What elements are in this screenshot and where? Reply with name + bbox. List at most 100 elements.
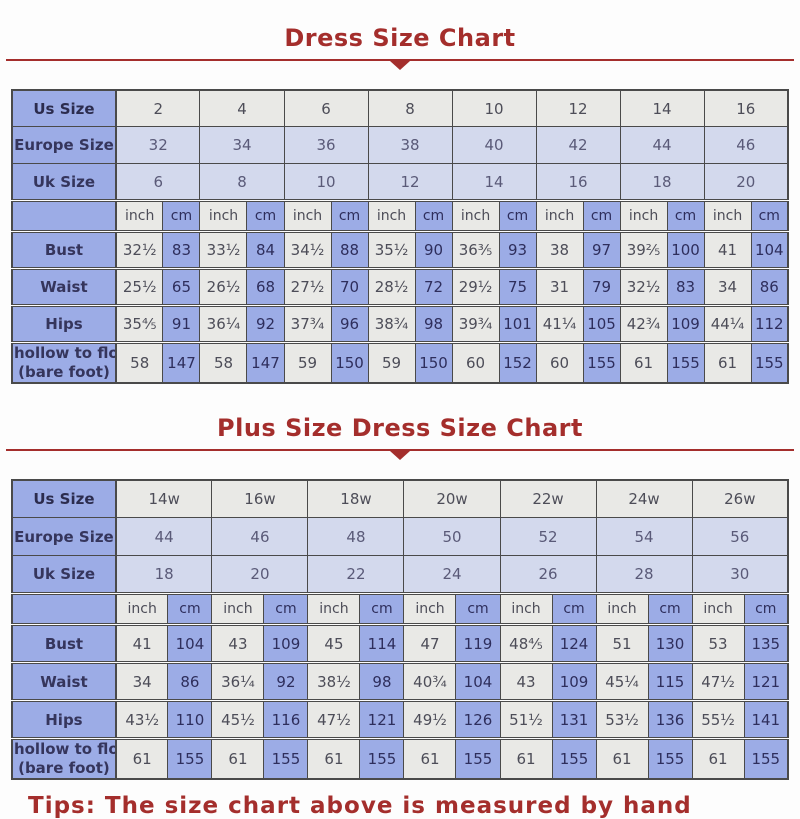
uk-size-cell: 12 <box>367 163 453 202</box>
waist-inch-cell: 43 <box>499 661 553 702</box>
bust-cm-cell: 104 <box>167 623 213 664</box>
uk-size-row: Uk Size 18 20 22 24 26 28 30 <box>11 555 789 595</box>
hips-cm-cell: 131 <box>551 699 597 740</box>
row-label-hips: Hips <box>11 304 117 344</box>
us-size-row: Us Size 14w 16w 18w 20w 22w 24w 26w <box>11 479 789 519</box>
us-size-cell: 8 <box>367 89 453 128</box>
waist-cm-cell: 98 <box>359 661 405 702</box>
waist-cm-cell: 68 <box>246 267 285 307</box>
europe-size-cell: 54 <box>595 517 693 557</box>
hips-row: Hips 35⅘ 91 36¼ 92 37¾ 96 38¾ 98 39¾ 101… <box>11 304 789 344</box>
bust-inch-cell: 33½ <box>199 230 248 270</box>
hips-row: Hips 43½ 110 45½ 116 47½ 121 49½ 126 51½… <box>11 699 789 740</box>
waist-inch-cell: 31 <box>535 267 584 307</box>
uk-size-cell: 18 <box>115 555 213 595</box>
row-label-hollow-to-floor: hollow to floor (bare foot) <box>11 737 117 780</box>
hollow-cm-cell: 152 <box>498 341 537 384</box>
waist-inch-cell: 28½ <box>367 267 416 307</box>
waist-inch-cell: 45¼ <box>595 661 649 702</box>
europe-size-row: Europe Size 32 34 36 38 40 42 44 46 <box>11 126 789 165</box>
europe-size-cell: 44 <box>619 126 705 165</box>
hollow-inch-cell: 61 <box>211 737 265 780</box>
unit-header-row: inch cm inch cm inch cm inch cm inch cm … <box>11 199 789 233</box>
bust-cm-cell: 119 <box>455 623 501 664</box>
uk-size-cell: 8 <box>199 163 285 202</box>
unit-inch-header: inch <box>367 199 416 233</box>
unit-inch-header: inch <box>595 592 649 626</box>
europe-size-cell: 52 <box>499 517 597 557</box>
hips-cm-cell: 112 <box>750 304 789 344</box>
waist-cm-cell: 75 <box>498 267 537 307</box>
waist-cm-cell: 86 <box>167 661 213 702</box>
uk-size-cell: 6 <box>115 163 201 202</box>
unit-inch-header: inch <box>535 199 584 233</box>
europe-size-cell: 36 <box>283 126 369 165</box>
unit-inch-header: inch <box>283 199 332 233</box>
hollow-cm-cell: 155 <box>743 737 789 780</box>
unit-cm-header: cm <box>162 199 201 233</box>
waist-cm-cell: 109 <box>551 661 597 702</box>
hollow-to-floor-row: hollow to floor (bare foot) 58 147 58 14… <box>11 341 789 384</box>
us-size-cell: 4 <box>199 89 285 128</box>
hollow-cm-cell: 147 <box>162 341 201 384</box>
us-size-row: Us Size 2 4 6 8 10 12 14 16 <box>11 89 789 128</box>
hollow-cm-cell: 147 <box>246 341 285 384</box>
hollow-inch-cell: 58 <box>199 341 248 384</box>
hips-cm-cell: 105 <box>582 304 621 344</box>
bust-cm-cell: 100 <box>666 230 705 270</box>
uk-size-row: Uk Size 6 8 10 12 14 16 18 20 <box>11 163 789 202</box>
bust-cm-cell: 88 <box>330 230 369 270</box>
hips-inch-cell: 43½ <box>115 699 169 740</box>
hips-cm-cell: 98 <box>414 304 453 344</box>
bust-row: Bust 41 104 43 109 45 114 47 119 48⅘ 124… <box>11 623 789 664</box>
row-label-hips: Hips <box>11 699 117 740</box>
waist-inch-cell: 25½ <box>115 267 164 307</box>
uk-size-cell: 10 <box>283 163 369 202</box>
hollow-to-floor-row: hollow to floor (bare foot) 61 155 61 15… <box>11 737 789 780</box>
hips-inch-cell: 42¾ <box>619 304 668 344</box>
unit-cm-header: cm <box>743 592 789 626</box>
hips-cm-cell: 91 <box>162 304 201 344</box>
us-size-cell: 12 <box>535 89 621 128</box>
us-size-cell: 16 <box>703 89 789 128</box>
hollow-inch-cell: 58 <box>115 341 164 384</box>
europe-size-cell: 44 <box>115 517 213 557</box>
hollow-cm-cell: 155 <box>359 737 405 780</box>
us-size-cell: 14w <box>115 479 213 519</box>
unit-cm-header: cm <box>246 199 285 233</box>
hollow-label-line2: (bare foot) <box>18 363 110 382</box>
hollow-label-line1: hollow to floor <box>13 344 114 363</box>
us-size-cell: 2 <box>115 89 201 128</box>
us-size-cell: 26w <box>691 479 789 519</box>
bust-cm-cell: 130 <box>647 623 693 664</box>
waist-inch-cell: 29½ <box>451 267 500 307</box>
uk-size-cell: 16 <box>535 163 621 202</box>
us-size-cell: 10 <box>451 89 537 128</box>
bust-row: Bust 32½ 83 33½ 84 34½ 88 35½ 90 36⅗ 93 … <box>11 230 789 270</box>
unit-inch-header: inch <box>199 199 248 233</box>
hollow-inch-cell: 61 <box>619 341 668 384</box>
hips-cm-cell: 116 <box>263 699 309 740</box>
empty-corner-cell <box>11 199 117 233</box>
bust-cm-cell: 135 <box>743 623 789 664</box>
bust-inch-cell: 38 <box>535 230 584 270</box>
unit-cm-header: cm <box>582 199 621 233</box>
down-arrow-icon <box>390 450 410 460</box>
europe-size-cell: 42 <box>535 126 621 165</box>
waist-inch-cell: 36¼ <box>211 661 265 702</box>
hips-cm-cell: 92 <box>246 304 285 344</box>
unit-inch-header: inch <box>619 199 668 233</box>
divider-line <box>6 448 794 461</box>
unit-cm-header: cm <box>551 592 597 626</box>
unit-cm-header: cm <box>750 199 789 233</box>
uk-size-cell: 20 <box>703 163 789 202</box>
unit-cm-header: cm <box>666 199 705 233</box>
hips-inch-cell: 47½ <box>307 699 361 740</box>
hollow-cm-cell: 155 <box>582 341 621 384</box>
us-size-cell: 14 <box>619 89 705 128</box>
hollow-inch-cell: 61 <box>691 737 745 780</box>
row-label-uk-size: Uk Size <box>11 163 117 202</box>
hips-inch-cell: 51½ <box>499 699 553 740</box>
us-size-cell: 22w <box>499 479 597 519</box>
unit-cm-header: cm <box>647 592 693 626</box>
